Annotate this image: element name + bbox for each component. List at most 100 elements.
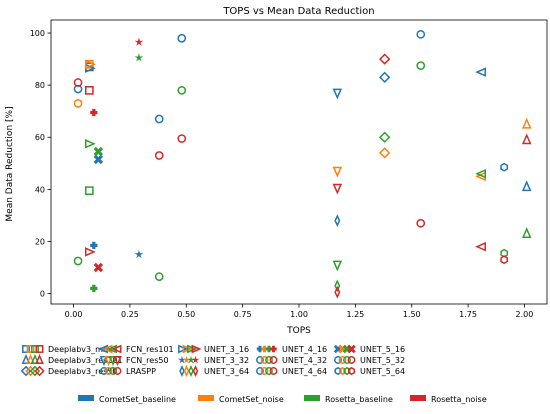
legend-item-unet-3-32: UNET_3_32 — [178, 355, 249, 365]
legend-marker-unet-4-64-cometset-baseline — [256, 367, 264, 375]
legend-marker-unet-3-16-cometset-noise — [182, 344, 193, 354]
legend-marker-unet-4-16-rosetta-noise — [270, 345, 277, 353]
legend-label: Rosetta_noise — [431, 395, 487, 404]
data-point-unet-4-32-rosetta-noise — [177, 134, 187, 143]
data-point-deeplabv3-res50-cometset-baseline — [379, 71, 391, 83]
legend-marker-unet-5-32-rosetta-baseline — [343, 356, 351, 364]
legend-marker-unet-4-32-rosetta-baseline — [265, 356, 273, 364]
legend-marker-unet-5-32-cometset-baseline — [334, 356, 342, 364]
legend-marker-lraspp-cometset-noise — [104, 367, 113, 375]
y-tick-label: 100 — [30, 29, 45, 38]
legend-marker-unet-4-16-cometset-baseline — [256, 345, 264, 353]
x-tick-label: 0.50 — [177, 310, 195, 319]
data-point-fcn-res50-rosetta-baseline — [332, 260, 343, 272]
legend-label: Deeplabv3_res50 — [48, 367, 118, 376]
legend-marker-unet-4-64-rosetta-baseline — [265, 367, 273, 375]
y-tick-label: 80 — [35, 81, 45, 90]
data-point-lraspp-rosetta-noise — [154, 151, 164, 160]
legend-marker-lraspp-cometset-baseline — [100, 367, 108, 375]
data-point-unet-3-16-cometset-noise — [84, 59, 96, 70]
legend-marker-unet-5-32-cometset-noise — [338, 356, 347, 364]
legend-marker-deeplabv3-res50-cometset-baseline — [20, 365, 32, 377]
legend-marker-unet-3-32-cometset-baseline — [178, 355, 186, 364]
legend-marker-unet-3-32-rosetta-noise — [191, 355, 200, 364]
legend-marker-unet-3-16-cometset-baseline — [178, 344, 189, 354]
plot-frame — [50, 19, 548, 305]
legend-marker-fcn-res101-rosetta-baseline — [106, 344, 117, 354]
legend-marker-unet-4-64-rosetta-noise — [269, 367, 278, 375]
legend-marker-unet-3-64-rosetta-noise — [192, 364, 199, 378]
x-tick-label: 1.75 — [459, 310, 477, 319]
legend-marker-unet-5-64-rosetta-noise — [347, 366, 356, 376]
legend-marker-unet-4-64-cometset-noise — [260, 367, 269, 375]
data-point-unet-4-16-rosetta-baseline — [90, 284, 98, 292]
data-point-unet-5-32-rosetta-noise — [73, 78, 83, 87]
data-point-unet-5-16-rosetta-baseline — [93, 146, 104, 157]
x-tick-label: 1.50 — [403, 310, 421, 319]
legend-marker-unet-3-64-cometset-baseline — [179, 364, 185, 378]
legend-marker-deeplabv3-res50-cometset-noise — [25, 365, 36, 377]
legend-label: UNET_5_16 — [360, 345, 405, 354]
legend-marker-unet-4-32-rosetta-noise — [269, 356, 278, 364]
data-point-deeplabv3-res50-cometset-noise — [379, 147, 391, 159]
legend-marker-unet-3-64-rosetta-baseline — [188, 364, 194, 378]
legend-label: FCN_res50 — [126, 356, 169, 365]
legend-label: UNET_4_64 — [282, 367, 327, 376]
data-point-unet-5-16-rosetta-noise — [93, 262, 104, 273]
y-tick-label: 60 — [35, 133, 45, 142]
legend-label: UNET_3_64 — [204, 367, 249, 376]
data-point-deeplabv3-res101-cometset-baseline — [521, 180, 532, 192]
legend-marker-unet-4-16-rosetta-baseline — [265, 345, 273, 353]
data-point-fcn-res50-cometset-noise — [332, 166, 343, 178]
data-point-unet-3-32-rosetta-noise — [134, 37, 144, 46]
legend-swatch — [78, 395, 94, 401]
legend-item-rosetta-baseline: Rosetta_baseline — [304, 395, 393, 404]
legend-label: CometSet_baseline — [99, 395, 176, 404]
data-point-unet-3-64-cometset-baseline — [334, 214, 341, 227]
legend-marker-unet-3-32-rosetta-baseline — [187, 355, 195, 364]
legend-label: Deeplabv3_mnv3 — [48, 345, 118, 354]
legend-models: Deeplabv3_mnv3 Deeplabv3_res101 Deeplabv3_… — [20, 344, 405, 378]
x-tick-label: 0.75 — [234, 310, 252, 319]
legend-marker-deeplabv3-mnv3-rosetta-baseline — [31, 345, 39, 353]
legend-marker-fcn-res50-cometset-noise — [104, 356, 113, 367]
data-point-deeplabv3-res101-rosetta-noise — [521, 133, 532, 145]
legend-swatch — [410, 395, 426, 401]
legend-label: UNET_5_64 — [360, 367, 405, 376]
plot-area: 0.00 0.25 0.50 0.75 1.00 1.25 1.50 1.75 2.00 0 20 4… — [30, 19, 548, 319]
legend-label: LRASPP — [126, 367, 156, 376]
legend-marker-deeplabv3-res101-cometset-noise — [26, 353, 35, 364]
data-point-unet-3-32-cometset-baseline — [134, 249, 144, 259]
data-point-deeplabv3-res101-cometset-noise — [521, 117, 532, 129]
legend-marker-deeplabv3-mnv3-rosetta-noise — [35, 345, 44, 353]
legend-marker-deeplabv3-res101-rosetta-noise — [35, 353, 44, 364]
data-point-fcn-res50-rosetta-noise — [332, 183, 343, 195]
legend-item-unet-4-32: UNET_4_32 — [256, 356, 327, 365]
data-point-unet-3-32-rosetta-baseline — [134, 53, 144, 62]
data-point-unet-4-64-cometset-baseline — [416, 29, 426, 39]
legend-item-fcn-res50: FCN_res50 — [99, 356, 169, 367]
legend-item-rosetta-noise: Rosetta_noise — [410, 395, 487, 404]
legend-item-unet-3-16: UNET_3_16 — [178, 344, 249, 354]
legend-marker-lraspp-rosetta-noise — [113, 367, 122, 375]
legend-marker-fcn-res50-rosetta-baseline — [108, 356, 118, 367]
legend-label: UNET_4_16 — [282, 345, 327, 354]
legend-label: FCN_res101 — [126, 345, 174, 354]
legend-item-unet-4-64: UNET_4_64 — [256, 367, 327, 376]
legend-item-deeplabv3-res101: Deeplabv3_res101 — [21, 353, 123, 365]
legend-item-fcn-res101: FCN_res101 — [97, 344, 174, 354]
legend-item-cometset-baseline: CometSet_baseline — [78, 395, 176, 404]
legend-item-lraspp: LRASPP — [100, 367, 156, 376]
legend-marker-fcn-res101-rosetta-noise — [111, 344, 122, 354]
data-point-unet-3-64-rosetta-noise — [334, 285, 341, 299]
legend-marker-unet-3-16-rosetta-baseline — [187, 344, 198, 354]
legend-marker-deeplabv3-res101-rosetta-baseline — [30, 353, 40, 364]
data-point-unet-5-64-cometset-baseline — [500, 162, 509, 172]
y-tick-label: 0 — [40, 290, 45, 299]
data-point-unet-3-16-rosetta-baseline — [84, 139, 96, 149]
legend-label: UNET_4_32 — [282, 356, 327, 365]
data-point-unet-3-16-rosetta-noise — [84, 247, 96, 257]
data-point-unet-4-64-rosetta-noise — [416, 218, 426, 228]
legend-label: UNET_3_32 — [204, 356, 249, 365]
